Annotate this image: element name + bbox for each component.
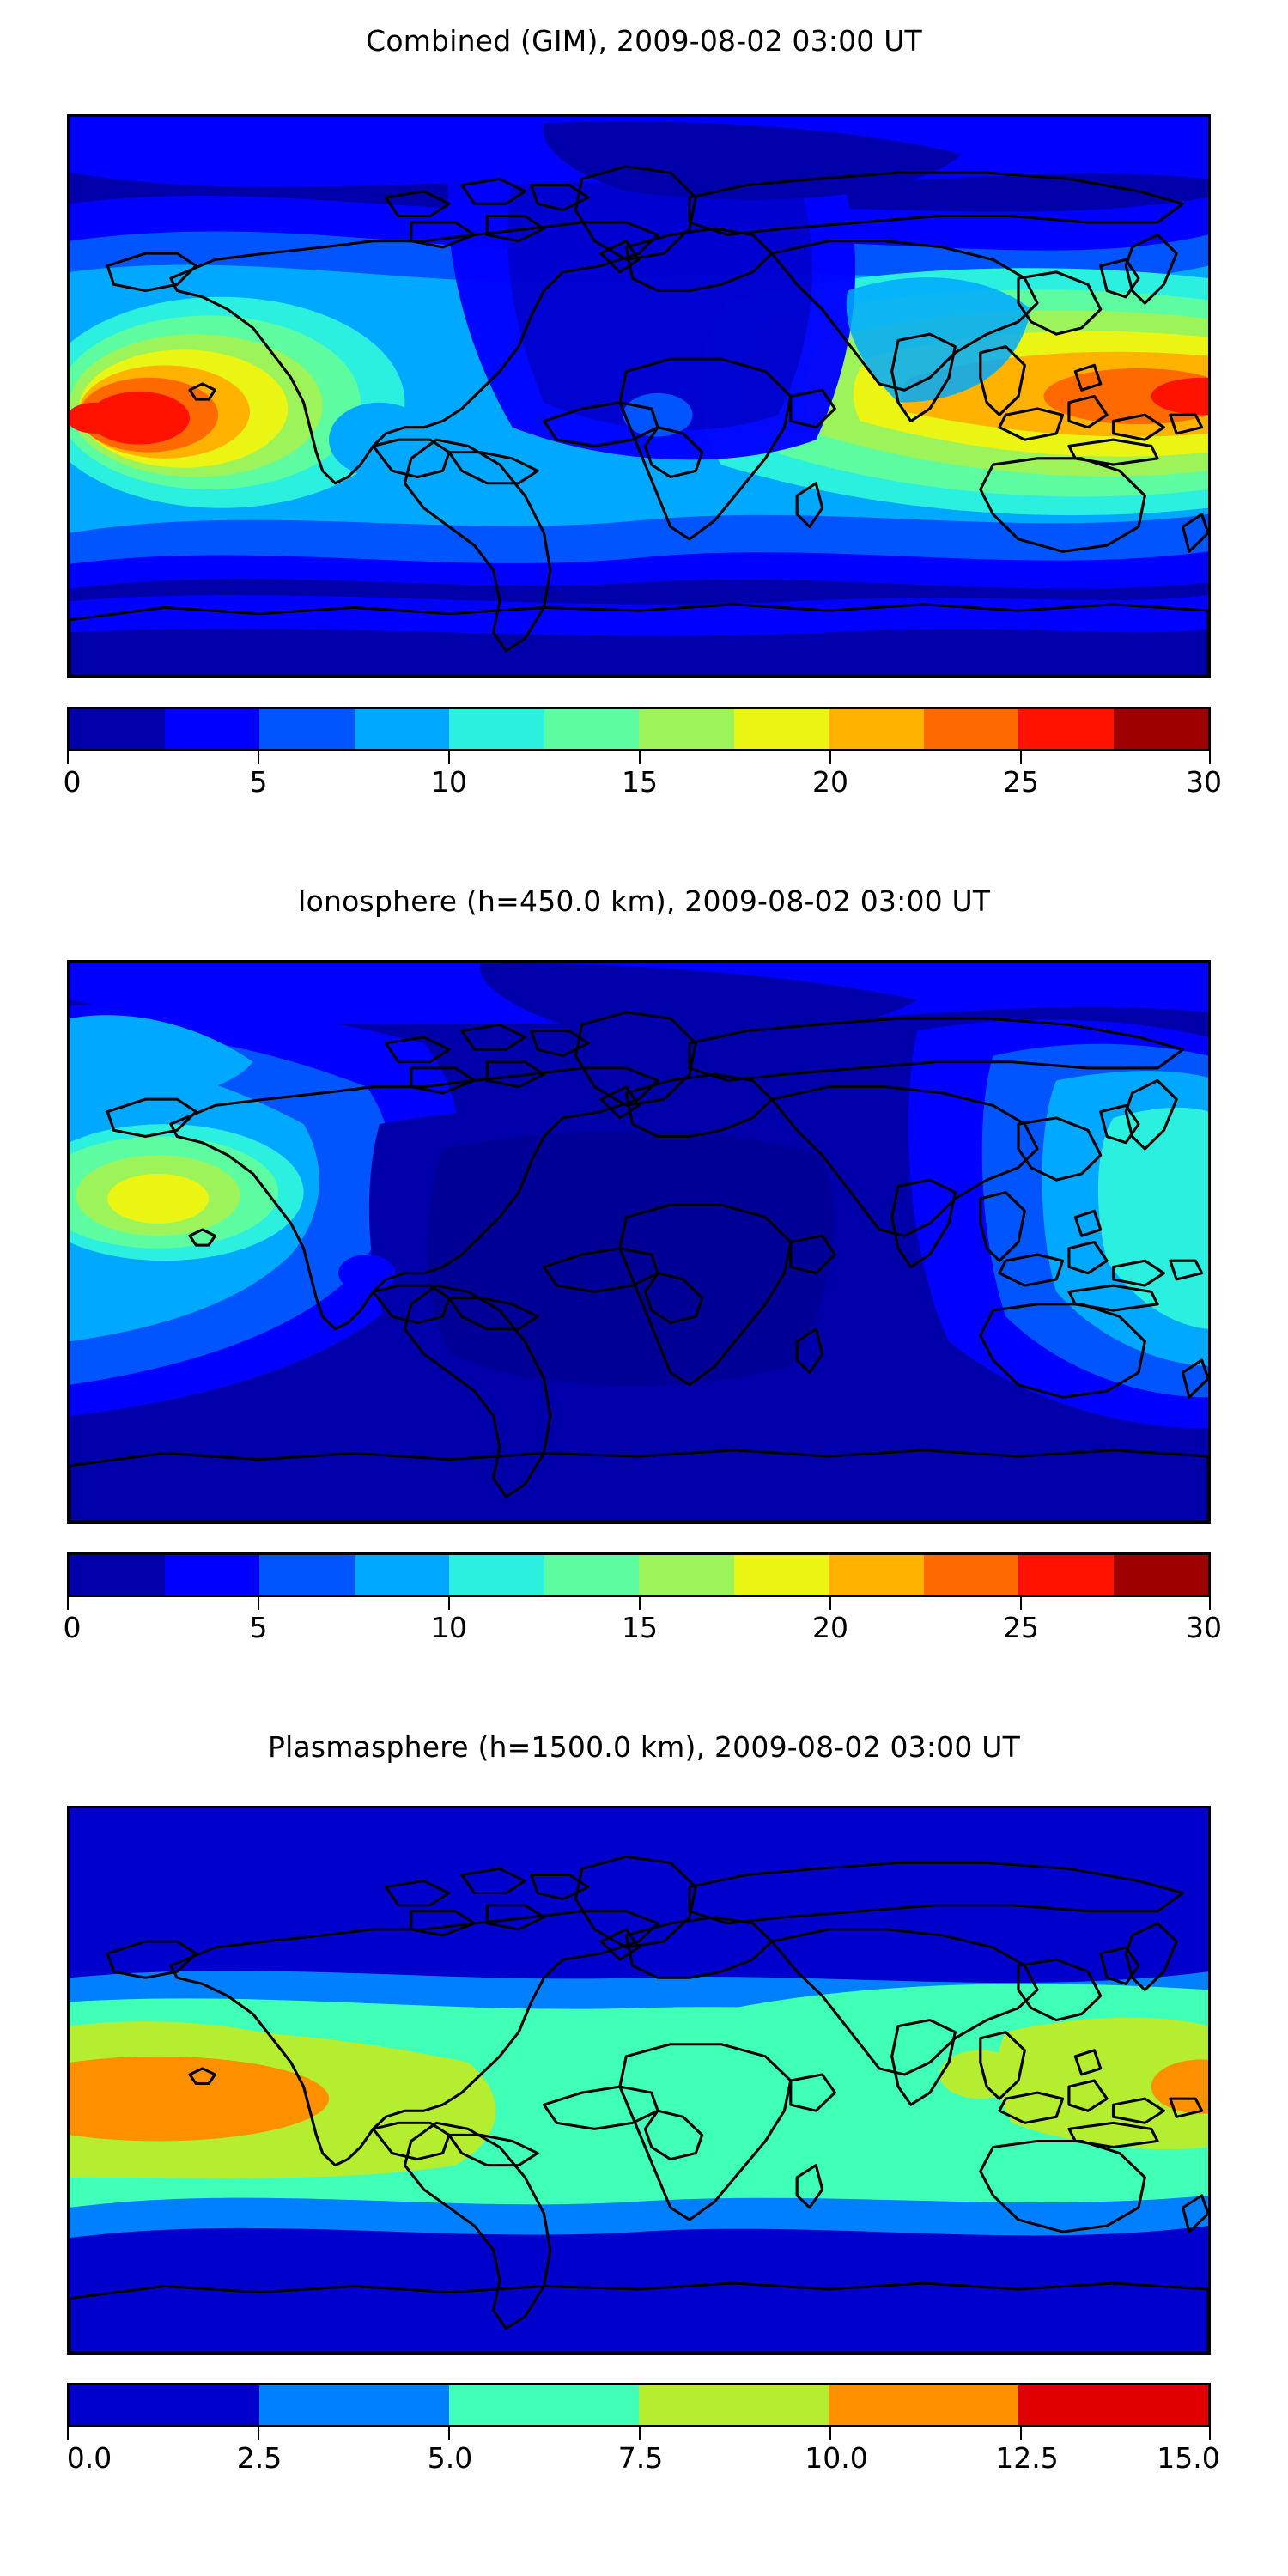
- cb1-tick-4: 20: [812, 765, 848, 799]
- colorbar-combined-ticks: [67, 751, 1211, 765]
- coastlines-ionosphere: [70, 1011, 1208, 1522]
- panel-combined-title: Combined (GIM), 2009-08-02 03:00 UT: [366, 24, 922, 58]
- coastlines-combined: [70, 165, 1208, 676]
- contour-field-combined: [70, 117, 1208, 676]
- colorbar-ionosphere: 0 5 10 15 20 25 30: [63, 1552, 1223, 1649]
- colorbar-ionosphere-ticks: [67, 1597, 1211, 1611]
- cb2-tick-6: 30: [1186, 1611, 1222, 1644]
- panel-plasmasphere-title: Plasmasphere (h=1500.0 km), 2009-08-02 0…: [268, 1730, 1020, 1764]
- map-combined-svg: [70, 117, 1208, 676]
- cb1-tick-6: 30: [1186, 765, 1222, 799]
- colorbar-plasmasphere-bar: [67, 2383, 1211, 2427]
- map-combined: [67, 114, 1211, 678]
- panel-combined: Combined (GIM), 2009-08-02 03:00 UT: [0, 24, 1288, 799]
- colorbar-combined-bar: [67, 707, 1211, 751]
- contour-field-ionosphere: [70, 963, 1208, 1522]
- colorbar-combined: 0 5 10 15 20 25 30: [63, 707, 1223, 803]
- map-plasmasphere-svg: [70, 1808, 1208, 2353]
- cb1-tick-0: 0: [63, 765, 82, 799]
- cb3-tick-3: 7.5: [617, 2441, 664, 2475]
- colorbar-plasmasphere-labels: 0.0 2.5 5.0 7.5 10.0 12.5 15.0: [66, 2441, 1220, 2479]
- cb1-tick-2: 10: [431, 765, 467, 799]
- cb2-tick-2: 10: [431, 1611, 467, 1644]
- cb2-tick-1: 5: [249, 1611, 268, 1644]
- cb1-tick-3: 15: [622, 765, 658, 799]
- cb3-tick-2: 5.0: [427, 2441, 473, 2475]
- map-ionosphere-svg: [70, 963, 1208, 1522]
- coastlines-plasmasphere: [70, 1855, 1208, 2353]
- panel-ionosphere-title: Ionosphere (h=450.0 km), 2009-08-02 03:0…: [297, 884, 991, 918]
- colorbar-plasmasphere-ticks: [67, 2427, 1211, 2441]
- colorbar-plasmasphere: 0.0 2.5 5.0 7.5 10.0 12.5 15.0: [66, 2383, 1220, 2479]
- cb3-tick-4: 10.0: [805, 2441, 868, 2475]
- cb3-tick-6: 15.0: [1157, 2441, 1220, 2475]
- colorbar-ionosphere-labels: 0 5 10 15 20 25 30: [63, 1611, 1223, 1649]
- panel-plasmasphere: Plasmasphere (h=1500.0 km), 2009-08-02 0…: [0, 1730, 1288, 2475]
- colorbar-combined-labels: 0 5 10 15 20 25 30: [63, 765, 1223, 803]
- cb1-tick-1: 5: [249, 765, 268, 799]
- panel-ionosphere: Ionosphere (h=450.0 km), 2009-08-02 03:0…: [0, 884, 1288, 1644]
- cb2-tick-3: 15: [622, 1611, 658, 1644]
- map-ionosphere: [67, 960, 1211, 1524]
- map-plasmasphere: [67, 1806, 1211, 2355]
- cb3-tick-1: 2.5: [236, 2441, 283, 2475]
- cb2-tick-5: 25: [1003, 1611, 1039, 1644]
- cb2-tick-4: 20: [812, 1611, 848, 1644]
- cb2-tick-0: 0: [63, 1611, 82, 1644]
- cb3-tick-0: 0.0: [66, 2441, 112, 2475]
- contour-field-plasmasphere: [70, 1808, 1208, 2353]
- cb1-tick-5: 25: [1003, 765, 1039, 799]
- cb3-tick-5: 12.5: [995, 2441, 1059, 2475]
- colorbar-ionosphere-bar: [67, 1552, 1211, 1597]
